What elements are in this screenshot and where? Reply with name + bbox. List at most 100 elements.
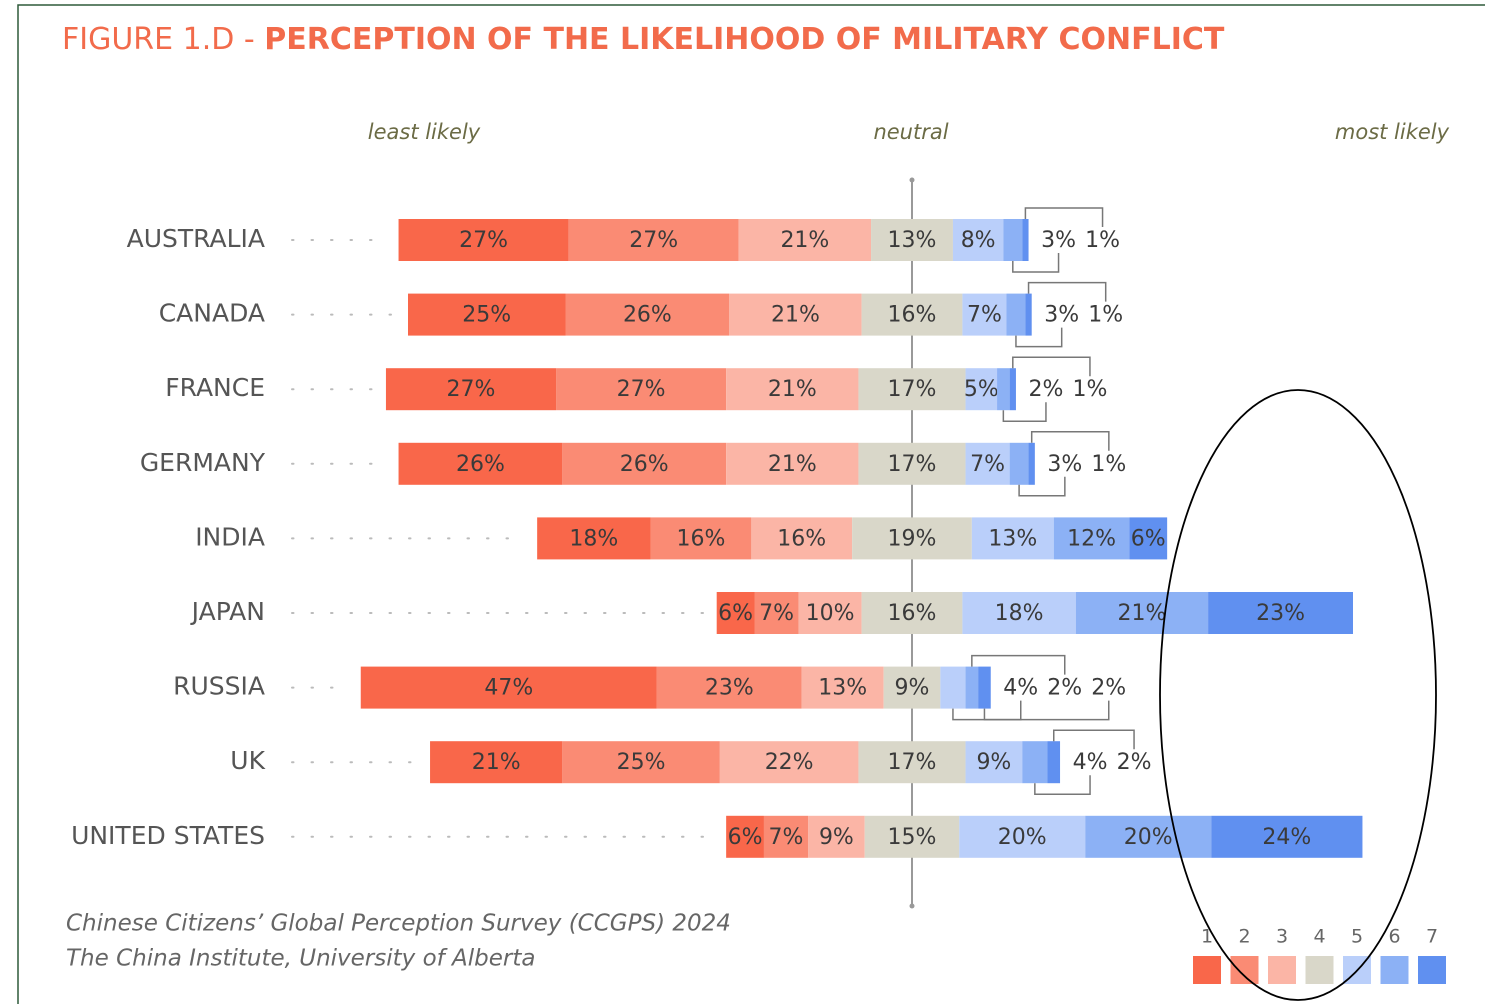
bar-segment	[861, 293, 963, 336]
value-label: 7%	[967, 303, 1002, 328]
value-label: 7%	[759, 601, 794, 626]
category-label: UNITED STATES	[71, 821, 265, 850]
value-label: 4%	[1073, 750, 1108, 775]
bar-segment	[959, 815, 1086, 858]
category-label: AUSTRALIA	[127, 224, 265, 253]
value-label: 17%	[888, 750, 937, 775]
value-label: 9%	[895, 676, 930, 701]
bar-segment	[1009, 442, 1029, 485]
bar-segment	[537, 517, 651, 560]
bar-segment	[738, 219, 872, 261]
value-label: 20%	[998, 825, 1047, 850]
bar-segment	[754, 592, 799, 634]
bar-segment	[971, 517, 1054, 560]
value-label: 17%	[888, 377, 937, 402]
value-label: 25%	[462, 303, 511, 328]
value-label: 3%	[1047, 452, 1082, 477]
bar-segment	[360, 666, 657, 709]
bar-segment	[861, 592, 963, 634]
value-label: 9%	[819, 825, 854, 850]
category-label: JAPAN	[190, 597, 265, 626]
bar-segment	[883, 666, 941, 709]
bar-segment	[1028, 442, 1035, 485]
value-label: 6%	[1131, 526, 1166, 551]
value-label: 7%	[769, 825, 804, 850]
value-label: 6%	[718, 601, 753, 626]
legend-swatch	[1193, 956, 1221, 984]
value-label: 25%	[617, 750, 666, 775]
bar-segment	[562, 442, 727, 485]
bar-segment	[719, 741, 859, 784]
bar-segment	[801, 666, 884, 709]
value-label: 16%	[676, 526, 725, 551]
bar-segment	[858, 741, 966, 784]
value-label: 26%	[456, 452, 505, 477]
value-label: 13%	[818, 676, 867, 701]
bar-segment	[408, 293, 566, 336]
axis-end	[909, 177, 915, 183]
value-label: 2%	[1047, 676, 1082, 701]
bar-segment	[1003, 219, 1023, 261]
value-label: 2%	[1091, 676, 1126, 701]
bar-segment	[978, 666, 991, 709]
bar-segment	[1022, 219, 1029, 261]
callout-bracket	[1024, 207, 1104, 227]
value-label: 21%	[768, 452, 817, 477]
bar-segment	[852, 517, 972, 560]
value-label: 26%	[623, 303, 672, 328]
title-main: PERCEPTION OF THE LIKELIHOOD OF MILITARY…	[264, 22, 1225, 57]
legend-swatch	[1380, 956, 1409, 984]
bar-segment	[965, 368, 998, 411]
bar-segment	[726, 368, 859, 411]
bar-segment	[858, 368, 966, 411]
bar-segment	[568, 219, 739, 261]
callout-bracket	[1018, 476, 1066, 497]
category-label: RUSSIA	[173, 672, 265, 701]
value-label: 5%	[964, 377, 999, 402]
bar-segment	[751, 517, 853, 560]
bar-segment	[1047, 741, 1061, 784]
value-label: 27%	[629, 228, 678, 253]
callout-bracket	[1002, 402, 1047, 422]
legend-label: 4	[1313, 926, 1325, 948]
scale-label: most likely	[1335, 120, 1450, 144]
value-label: 27%	[617, 377, 666, 402]
bar-segment	[962, 592, 1076, 634]
callout-bracket	[1012, 356, 1091, 377]
category-label: FRANCE	[165, 373, 265, 402]
callout-bracket	[1012, 253, 1060, 273]
value-label: 9%	[976, 750, 1011, 775]
bar-segment	[1129, 517, 1168, 560]
value-label: 1%	[1085, 228, 1120, 253]
bar-segment	[1006, 293, 1026, 336]
chart-title: FIGURE 1.D - PERCEPTION OF THE LIKELIHOO…	[62, 22, 1225, 57]
value-label: 18%	[995, 601, 1044, 626]
value-label: 1%	[1072, 377, 1107, 402]
category-label: CANADA	[159, 299, 265, 328]
legend-swatch	[1305, 956, 1334, 984]
bar-segment	[952, 219, 1004, 261]
scale-label: neutral	[873, 120, 948, 144]
bar-segment	[1075, 592, 1209, 634]
value-label: 2%	[1028, 377, 1063, 402]
bar-segment	[716, 592, 755, 634]
source: The China Institute, University of Alber…	[66, 946, 536, 972]
value-label: 16%	[888, 303, 937, 328]
bar-segment	[1085, 815, 1212, 858]
value-label: 16%	[888, 601, 937, 626]
bar-segment	[763, 815, 809, 858]
bars: AUSTRALIA 27% 27% 21% 13% 8% 3% 1%CANADA 25% 26% 2…	[71, 177, 1446, 984]
frame	[17, 4, 1485, 1004]
bar-segment	[562, 741, 720, 784]
source: Chinese Citizens’ Global Perception Surv…	[66, 911, 731, 937]
value-label: 13%	[988, 526, 1037, 551]
axis-end	[909, 903, 915, 909]
bar-segment	[1025, 293, 1032, 336]
value-label: 23%	[705, 676, 754, 701]
value-label: 21%	[1117, 601, 1166, 626]
value-label: 23%	[1256, 601, 1305, 626]
bar-segment	[864, 815, 960, 858]
bar-segment	[798, 592, 862, 634]
value-label: 3%	[1041, 228, 1076, 253]
